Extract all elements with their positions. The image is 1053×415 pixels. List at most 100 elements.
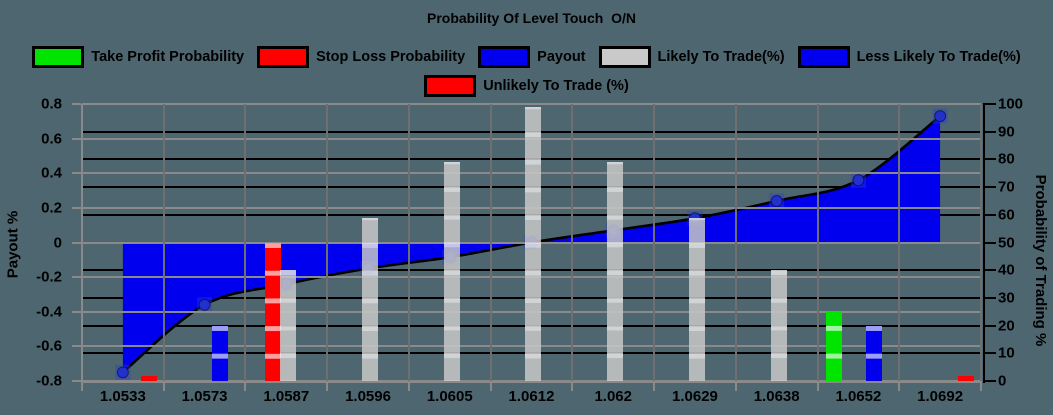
x-axis-label-1.0573: 1.0573 bbox=[181, 388, 228, 405]
right-axis-tick bbox=[983, 324, 996, 327]
left-axis-tick bbox=[72, 137, 81, 140]
gridline-vertical bbox=[407, 104, 410, 381]
legend-swatch-stop_loss bbox=[257, 46, 310, 68]
right-axis-tick bbox=[983, 213, 996, 216]
payout-point bbox=[770, 194, 783, 207]
bar-likely_to_trade-1.062 bbox=[607, 162, 624, 381]
x-axis-tick bbox=[326, 383, 329, 391]
gridline-vertical bbox=[816, 104, 819, 381]
right-axis-tick bbox=[983, 186, 996, 189]
bar-stop_loss-1.0587 bbox=[265, 242, 282, 381]
x-axis-tick bbox=[898, 383, 901, 391]
x-axis-tick bbox=[571, 383, 574, 391]
x-axis-tick bbox=[816, 383, 819, 391]
right-axis-tick bbox=[983, 352, 996, 355]
right-axis-line bbox=[983, 104, 985, 383]
legend-label: Payout bbox=[537, 49, 586, 65]
x-axis-tick bbox=[734, 383, 737, 391]
x-axis-label-1.0596: 1.0596 bbox=[345, 388, 391, 405]
x-axis-tick bbox=[407, 383, 410, 391]
right-axis-tick-label: 20 bbox=[998, 317, 1015, 335]
left-axis-tick bbox=[72, 345, 81, 348]
payout-area bbox=[122, 116, 941, 373]
left-axis-tick-label: -0.6 bbox=[36, 337, 62, 355]
x-axis-label-1.0629: 1.0629 bbox=[672, 388, 718, 405]
legend-item-less_likely_to_trade: Less Likely To Trade(%) bbox=[797, 46, 1021, 68]
right-axis-tick-label: 70 bbox=[998, 178, 1015, 196]
left-axis-tick-label: -0.8 bbox=[36, 372, 62, 390]
x-axis-label-1.062: 1.062 bbox=[594, 388, 632, 405]
legend-item-unlikely_to_trade: Unlikely To Trade (%) bbox=[424, 75, 629, 97]
x-axis-label-1.0692: 1.0692 bbox=[917, 388, 964, 405]
gridline-vertical bbox=[653, 104, 656, 381]
left-axis-tick-label: -0.4 bbox=[36, 303, 62, 321]
x-axis-tick bbox=[653, 383, 656, 391]
left-axis-tick-label: 0.2 bbox=[41, 199, 62, 217]
right-axis-tick-label: 50 bbox=[998, 234, 1015, 251]
gridline-vertical bbox=[734, 104, 737, 381]
bar-likely_to_trade-1.0587 bbox=[280, 270, 297, 381]
gridline-vertical bbox=[489, 104, 492, 381]
bar-likely_to_trade-1.0612 bbox=[525, 106, 542, 381]
bar-take_profit-1.0652 bbox=[826, 311, 843, 382]
right-axis-tick-label: 80 bbox=[998, 150, 1015, 168]
legend-row-1: Take Profit Probability Stop Loss Probabi… bbox=[0, 46, 1053, 68]
payout-point bbox=[116, 366, 129, 379]
legend-row-2: Unlikely To Trade (%) bbox=[0, 75, 1053, 97]
x-axis-tick bbox=[81, 383, 83, 391]
left-axis-tick-label: 0.8 bbox=[41, 95, 62, 113]
right-axis-tick bbox=[983, 130, 996, 133]
gridline-left-0.8 bbox=[82, 103, 981, 105]
right-axis-tick-label: 100 bbox=[998, 95, 1024, 113]
left-axis-line bbox=[81, 104, 83, 383]
x-axis-label-1.0638: 1.0638 bbox=[753, 388, 800, 405]
legend-swatch-likely_to_trade bbox=[598, 46, 651, 68]
legend-label: Stop Loss Probability bbox=[316, 49, 466, 65]
right-axis-tick-label: 30 bbox=[998, 289, 1015, 307]
legend-item-likely_to_trade: Likely To Trade(%) bbox=[598, 46, 785, 68]
left-axis-tick-label: 0.6 bbox=[41, 130, 62, 148]
legend-label: Take Profit Probability bbox=[91, 49, 245, 65]
bar-likely_to_trade-1.0596 bbox=[361, 217, 378, 381]
x-axis-label-1.0652: 1.0652 bbox=[835, 388, 882, 405]
gridline-vertical bbox=[898, 104, 901, 381]
legend-label: Unlikely To Trade (%) bbox=[483, 78, 629, 94]
right-axis-title: Probability of Trading % bbox=[1032, 174, 1049, 347]
right-axis-tick-label: 60 bbox=[998, 206, 1015, 224]
left-axis-tick bbox=[72, 103, 81, 105]
gridline-vertical bbox=[980, 104, 982, 381]
payout-point bbox=[934, 110, 947, 123]
legend-swatch-unlikely_to_trade bbox=[424, 75, 477, 97]
bar-unlikely_to_trade-1.0533 bbox=[140, 375, 157, 381]
right-axis-tick-label: 90 bbox=[998, 123, 1015, 141]
left-axis-tick bbox=[72, 380, 81, 382]
x-axis-line bbox=[81, 381, 982, 383]
gridline-vertical bbox=[571, 104, 574, 381]
x-axis-label-1.0587: 1.0587 bbox=[263, 388, 310, 405]
x-axis-label-1.0605: 1.0605 bbox=[426, 388, 473, 405]
left-axis-tick bbox=[72, 241, 81, 244]
x-axis-tick bbox=[162, 383, 165, 391]
x-axis-tick bbox=[244, 383, 247, 391]
legend-swatch-take_profit bbox=[32, 46, 85, 68]
right-axis-tick bbox=[983, 296, 996, 299]
legend-item-stop_loss: Stop Loss Probability bbox=[257, 46, 465, 68]
right-axis-tick bbox=[983, 241, 996, 244]
right-axis-tick bbox=[983, 103, 996, 105]
left-axis-tick bbox=[72, 172, 81, 175]
payout-point bbox=[852, 174, 865, 187]
gridline-vertical bbox=[244, 104, 247, 381]
legend-swatch-payout bbox=[478, 46, 531, 68]
left-axis-tick bbox=[72, 206, 81, 209]
left-axis-tick-label: 0.4 bbox=[41, 164, 62, 182]
legend-item-payout: Payout bbox=[478, 46, 586, 68]
x-axis-label-1.0612: 1.0612 bbox=[508, 388, 555, 405]
left-axis-title: Payout % bbox=[4, 210, 22, 279]
right-axis-tick-label: 10 bbox=[998, 344, 1015, 362]
right-axis-tick bbox=[983, 158, 996, 161]
bar-less_likely_to_trade-1.0573 bbox=[211, 325, 228, 381]
gridline-vertical bbox=[162, 104, 165, 381]
x-axis-tick bbox=[980, 383, 982, 391]
left-axis-tick-label: -0.2 bbox=[36, 268, 62, 286]
